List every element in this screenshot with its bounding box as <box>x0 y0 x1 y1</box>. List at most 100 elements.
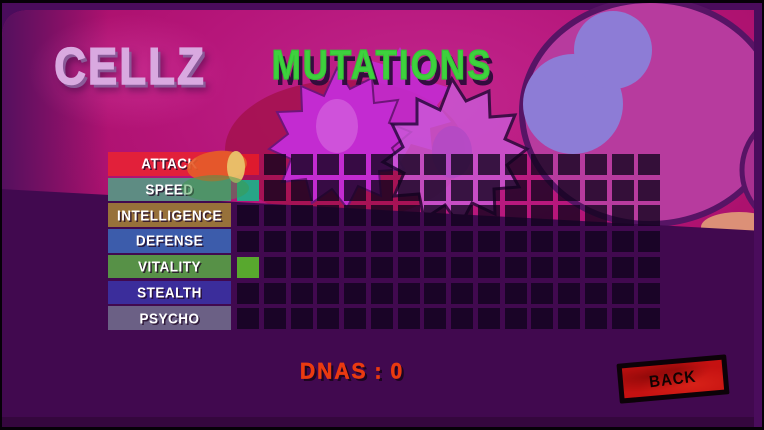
mutation-slot[interactable] <box>424 154 447 175</box>
mutation-slot[interactable] <box>263 282 286 304</box>
mutation-slot[interactable] <box>397 231 420 253</box>
mutation-slot[interactable] <box>370 179 393 201</box>
mutation-slot[interactable] <box>584 231 607 253</box>
mutation-slot[interactable] <box>531 256 554 278</box>
mutation-slot[interactable] <box>424 231 447 253</box>
mutation-slot[interactable] <box>317 154 340 175</box>
mutation-slot[interactable] <box>451 154 473 175</box>
mutation-slot[interactable] <box>611 154 634 175</box>
mutation-slot[interactable] <box>584 179 607 201</box>
mutation-slot[interactable] <box>397 154 420 175</box>
mutation-slot[interactable] <box>424 205 447 227</box>
mutation-slot[interactable] <box>611 205 634 227</box>
mutation-slot[interactable] <box>611 308 634 330</box>
mutation-slot[interactable] <box>290 205 313 227</box>
mutation-slot[interactable] <box>290 231 313 253</box>
mutation-slot[interactable] <box>504 231 527 253</box>
stat-row-psycho[interactable]: PSYCHO <box>108 306 231 330</box>
mutation-slot[interactable] <box>317 282 340 304</box>
mutation-slot[interactable] <box>290 179 313 201</box>
mutation-slot[interactable] <box>237 256 259 278</box>
mutation-slot[interactable] <box>317 256 340 278</box>
mutation-slot[interactable] <box>558 308 580 330</box>
mutation-slot[interactable] <box>451 205 473 227</box>
mutation-slot[interactable] <box>451 256 473 278</box>
mutation-slot[interactable] <box>531 231 554 253</box>
mutation-slot[interactable] <box>638 154 661 175</box>
mutation-slot[interactable] <box>424 179 447 201</box>
mutation-slot[interactable] <box>317 231 340 253</box>
mutation-slot[interactable] <box>237 179 259 201</box>
mutation-slot[interactable] <box>504 154 527 175</box>
mutation-slot[interactable] <box>424 282 447 304</box>
mutation-slot[interactable] <box>237 205 259 227</box>
mutation-slot[interactable] <box>558 231 580 253</box>
mutation-slot[interactable] <box>317 205 340 227</box>
mutation-slot[interactable] <box>344 308 366 330</box>
mutation-slot[interactable] <box>638 256 661 278</box>
mutation-slot[interactable] <box>477 231 500 253</box>
mutation-slot[interactable] <box>477 308 500 330</box>
stat-row-speed[interactable]: SPEED <box>108 177 231 202</box>
mutation-slot[interactable] <box>504 308 527 330</box>
mutation-slot[interactable] <box>237 154 259 175</box>
mutation-slot[interactable] <box>397 205 420 227</box>
mutation-slot[interactable] <box>317 179 340 201</box>
mutation-slot[interactable] <box>344 282 366 304</box>
mutation-slot[interactable] <box>344 256 366 278</box>
mutation-slot[interactable] <box>370 205 393 227</box>
mutation-slot[interactable] <box>638 231 661 253</box>
mutation-slot[interactable] <box>531 308 554 330</box>
mutation-slot[interactable] <box>504 205 527 227</box>
mutation-slot[interactable] <box>558 154 580 175</box>
mutation-slot[interactable] <box>370 231 393 253</box>
mutation-slot[interactable] <box>477 256 500 278</box>
mutation-slot[interactable] <box>370 154 393 175</box>
mutation-slot[interactable] <box>263 154 286 175</box>
stat-row-stealth[interactable]: STEALTH <box>108 280 231 305</box>
mutation-slot[interactable] <box>397 282 420 304</box>
mutation-slot[interactable] <box>237 308 259 330</box>
mutation-slot[interactable] <box>370 308 393 330</box>
mutation-slot[interactable] <box>531 205 554 227</box>
stat-row-attack[interactable]: ATTACK <box>108 152 231 176</box>
mutation-slot[interactable] <box>477 205 500 227</box>
mutation-slot[interactable] <box>477 154 500 175</box>
mutation-slot[interactable] <box>263 308 286 330</box>
mutation-slot[interactable] <box>397 308 420 330</box>
mutation-slot[interactable] <box>397 256 420 278</box>
mutation-slot[interactable] <box>504 179 527 201</box>
mutation-slot[interactable] <box>370 282 393 304</box>
mutation-slot[interactable] <box>558 179 580 201</box>
mutation-slot[interactable] <box>290 154 313 175</box>
mutation-slot[interactable] <box>584 205 607 227</box>
mutation-slot[interactable] <box>424 308 447 330</box>
mutation-slot[interactable] <box>344 205 366 227</box>
mutation-slot[interactable] <box>531 282 554 304</box>
mutation-slot[interactable] <box>504 256 527 278</box>
mutation-slot[interactable] <box>477 179 500 201</box>
mutation-slot[interactable] <box>263 205 286 227</box>
mutation-slot[interactable] <box>237 231 259 253</box>
mutation-slot[interactable] <box>263 256 286 278</box>
mutation-slot[interactable] <box>611 282 634 304</box>
mutation-slot[interactable] <box>531 154 554 175</box>
mutation-slot[interactable] <box>584 308 607 330</box>
mutation-slot[interactable] <box>558 205 580 227</box>
mutation-slot[interactable] <box>424 256 447 278</box>
mutation-slot[interactable] <box>638 179 661 201</box>
mutation-slot[interactable] <box>584 154 607 175</box>
mutation-slot[interactable] <box>263 179 286 201</box>
mutation-slot[interactable] <box>611 231 634 253</box>
stat-row-defense[interactable]: DEFENSE <box>108 229 231 253</box>
mutation-slot[interactable] <box>370 256 393 278</box>
stat-row-vitality[interactable]: VITALITY <box>108 254 231 279</box>
mutation-slot[interactable] <box>638 282 661 304</box>
mutation-slot[interactable] <box>611 179 634 201</box>
mutation-slot[interactable] <box>290 308 313 330</box>
mutation-slot[interactable] <box>558 256 580 278</box>
mutation-slot[interactable] <box>558 282 580 304</box>
mutation-slot[interactable] <box>451 282 473 304</box>
mutation-slot[interactable] <box>397 179 420 201</box>
mutation-slot[interactable] <box>237 282 259 304</box>
